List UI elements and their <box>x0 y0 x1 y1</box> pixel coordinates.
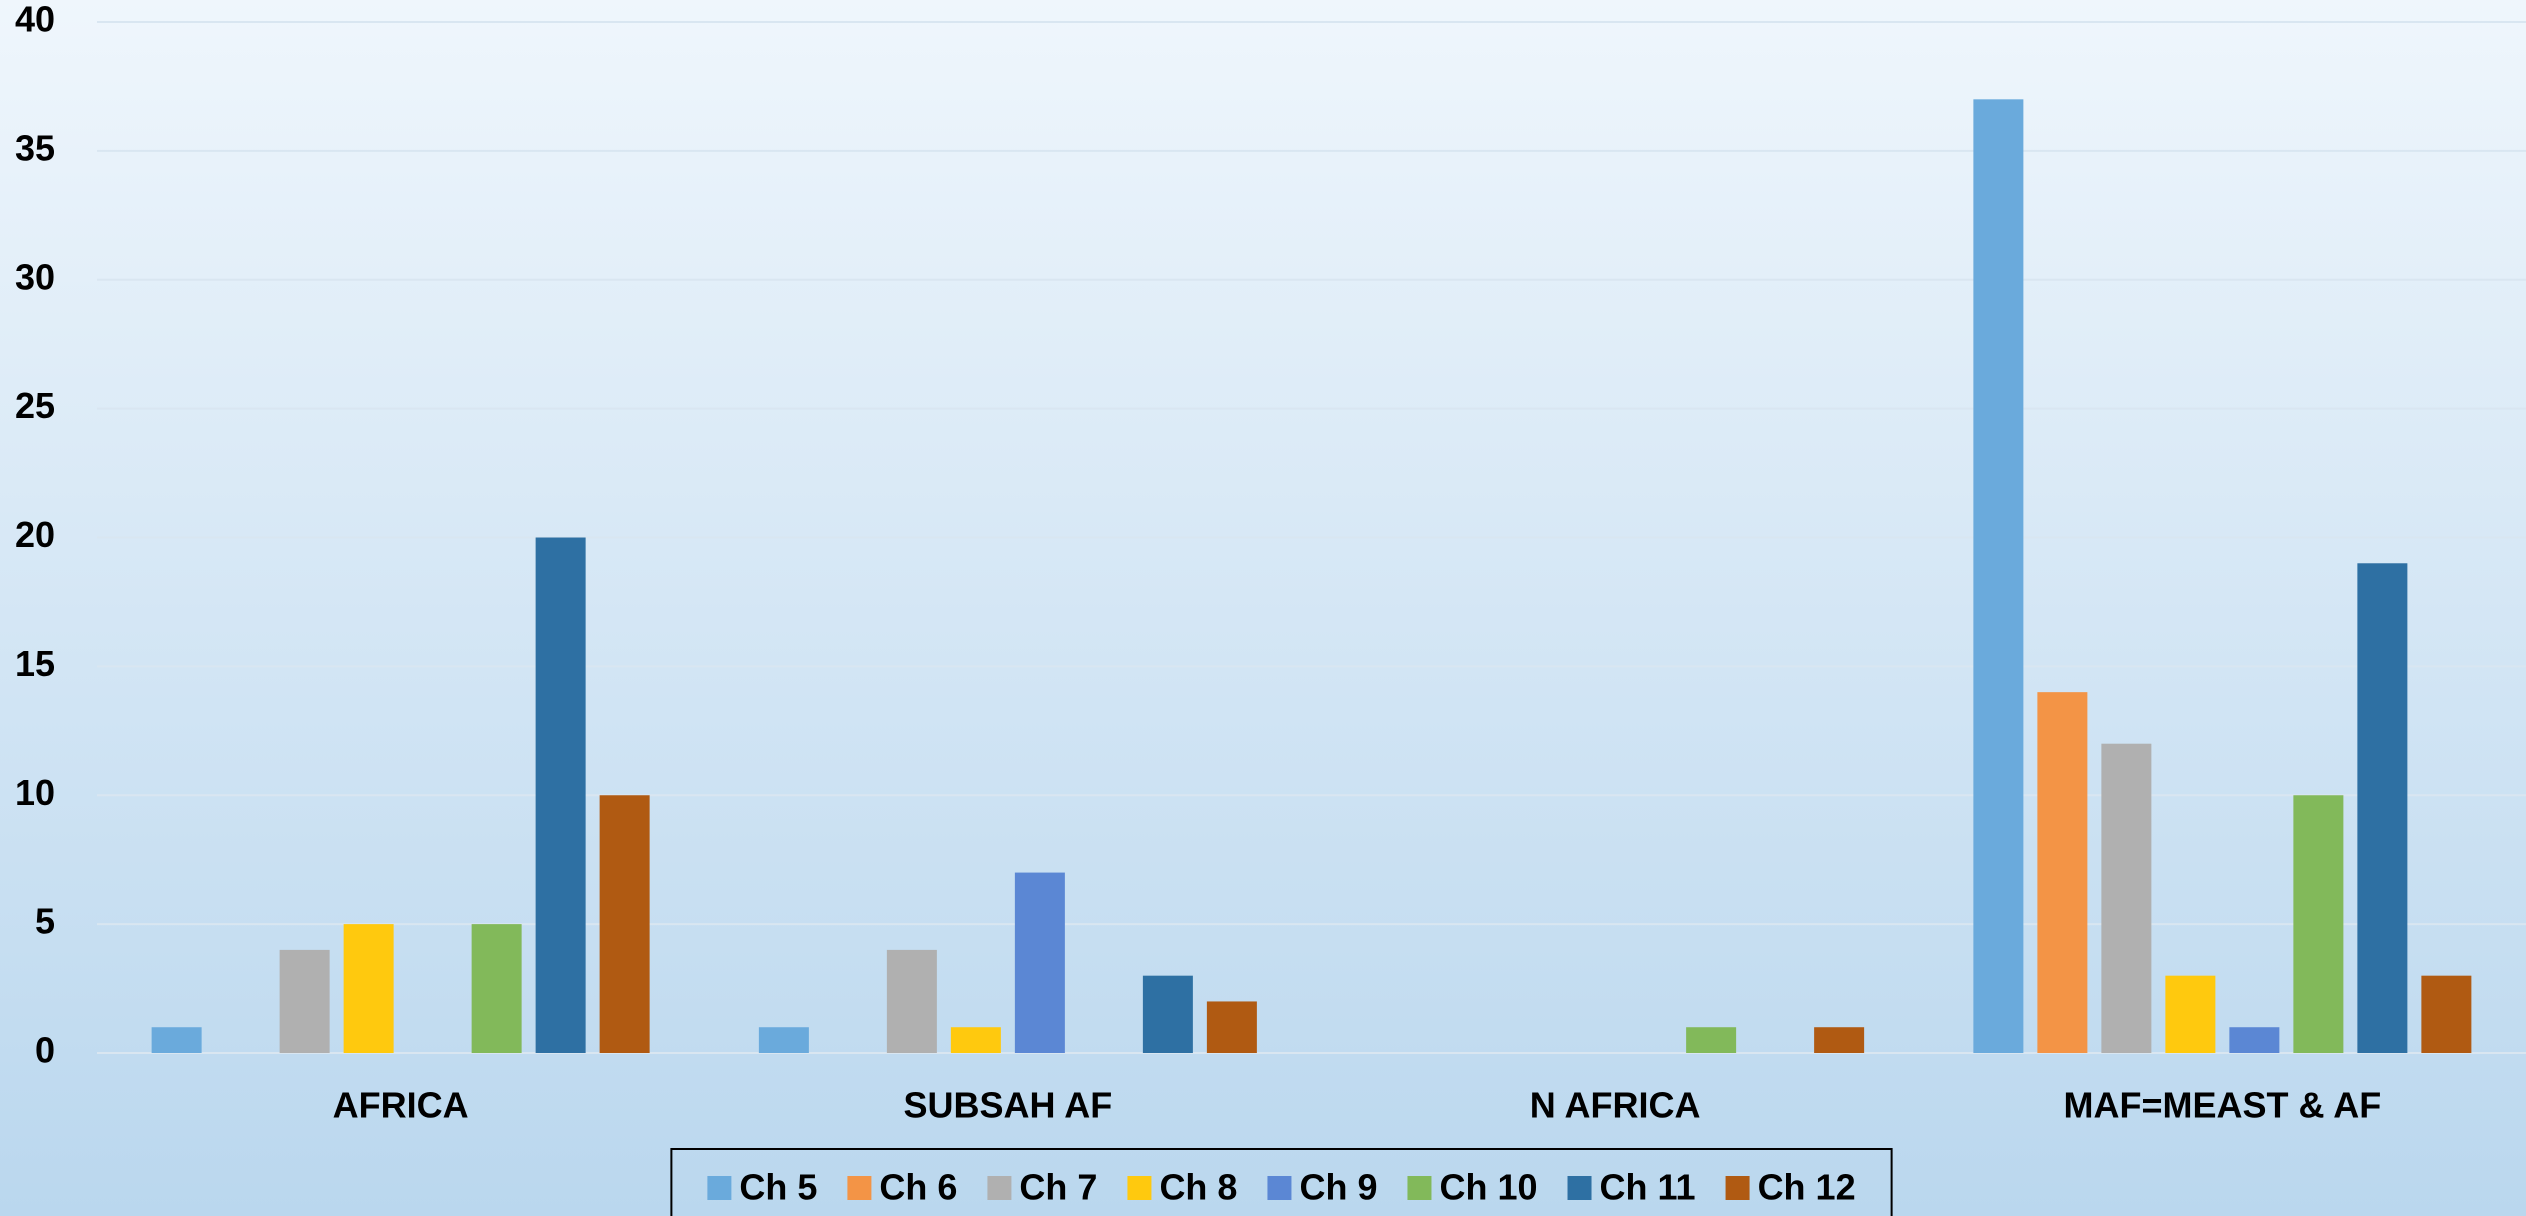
legend-swatch <box>847 1176 872 1200</box>
bar <box>2037 692 2088 1053</box>
legend-label: Ch 12 <box>1758 1167 1856 1208</box>
legend-swatch <box>1567 1176 1592 1200</box>
legend-box <box>670 1148 1893 1216</box>
legend-label: Ch 7 <box>1019 1167 1097 1208</box>
y-tick-label: 0 <box>35 1030 55 1071</box>
y-tick-label: 15 <box>15 643 55 684</box>
y-tick-label: 25 <box>15 385 55 426</box>
bar <box>151 1027 202 1053</box>
legend-swatch <box>707 1176 732 1200</box>
y-tick-label: 5 <box>35 901 55 942</box>
legend-label: Ch 10 <box>1439 1167 1537 1208</box>
bar <box>2165 975 2216 1053</box>
bar <box>2229 1027 2280 1053</box>
bar <box>1142 975 1193 1053</box>
bar <box>599 795 650 1053</box>
legend-swatch <box>1407 1176 1432 1200</box>
y-tick-label: 20 <box>15 514 55 555</box>
y-tick-label: 40 <box>15 0 55 40</box>
legend-label: Ch 5 <box>739 1167 817 1208</box>
bar <box>1686 1027 1737 1053</box>
bar <box>2421 975 2472 1053</box>
legend-swatch <box>1127 1176 1152 1200</box>
legend-swatch <box>1267 1176 1292 1200</box>
legend-label: Ch 11 <box>1600 1167 1696 1208</box>
legend-label: Ch 8 <box>1159 1167 1237 1208</box>
bar <box>343 924 394 1053</box>
bar <box>2293 795 2344 1053</box>
bar <box>886 949 937 1053</box>
y-tick-label: 35 <box>15 127 55 168</box>
x-tick-label: MAF=MEAST & AF <box>2064 1085 2382 1126</box>
bar <box>2101 743 2152 1053</box>
legend-label: Ch 6 <box>879 1167 957 1208</box>
y-tick-label: 30 <box>15 256 55 297</box>
x-tick-label: SUBSAH AF <box>904 1085 1113 1126</box>
bar <box>2357 563 2408 1053</box>
bar <box>1814 1027 1865 1053</box>
bar <box>1973 99 2024 1053</box>
bar <box>1014 872 1065 1053</box>
x-tick-label: N AFRICA <box>1530 1085 1701 1126</box>
x-tick-label: AFRICA <box>333 1085 469 1126</box>
bar <box>1206 1001 1257 1053</box>
legend-swatch <box>1725 1176 1750 1200</box>
bar <box>950 1027 1001 1053</box>
bar <box>279 949 330 1053</box>
legend-label: Ch 9 <box>1299 1167 1377 1208</box>
legend-swatch <box>987 1176 1012 1200</box>
bar <box>758 1027 809 1053</box>
bar <box>535 537 586 1053</box>
bar <box>471 924 522 1053</box>
y-tick-label: 10 <box>15 772 55 813</box>
